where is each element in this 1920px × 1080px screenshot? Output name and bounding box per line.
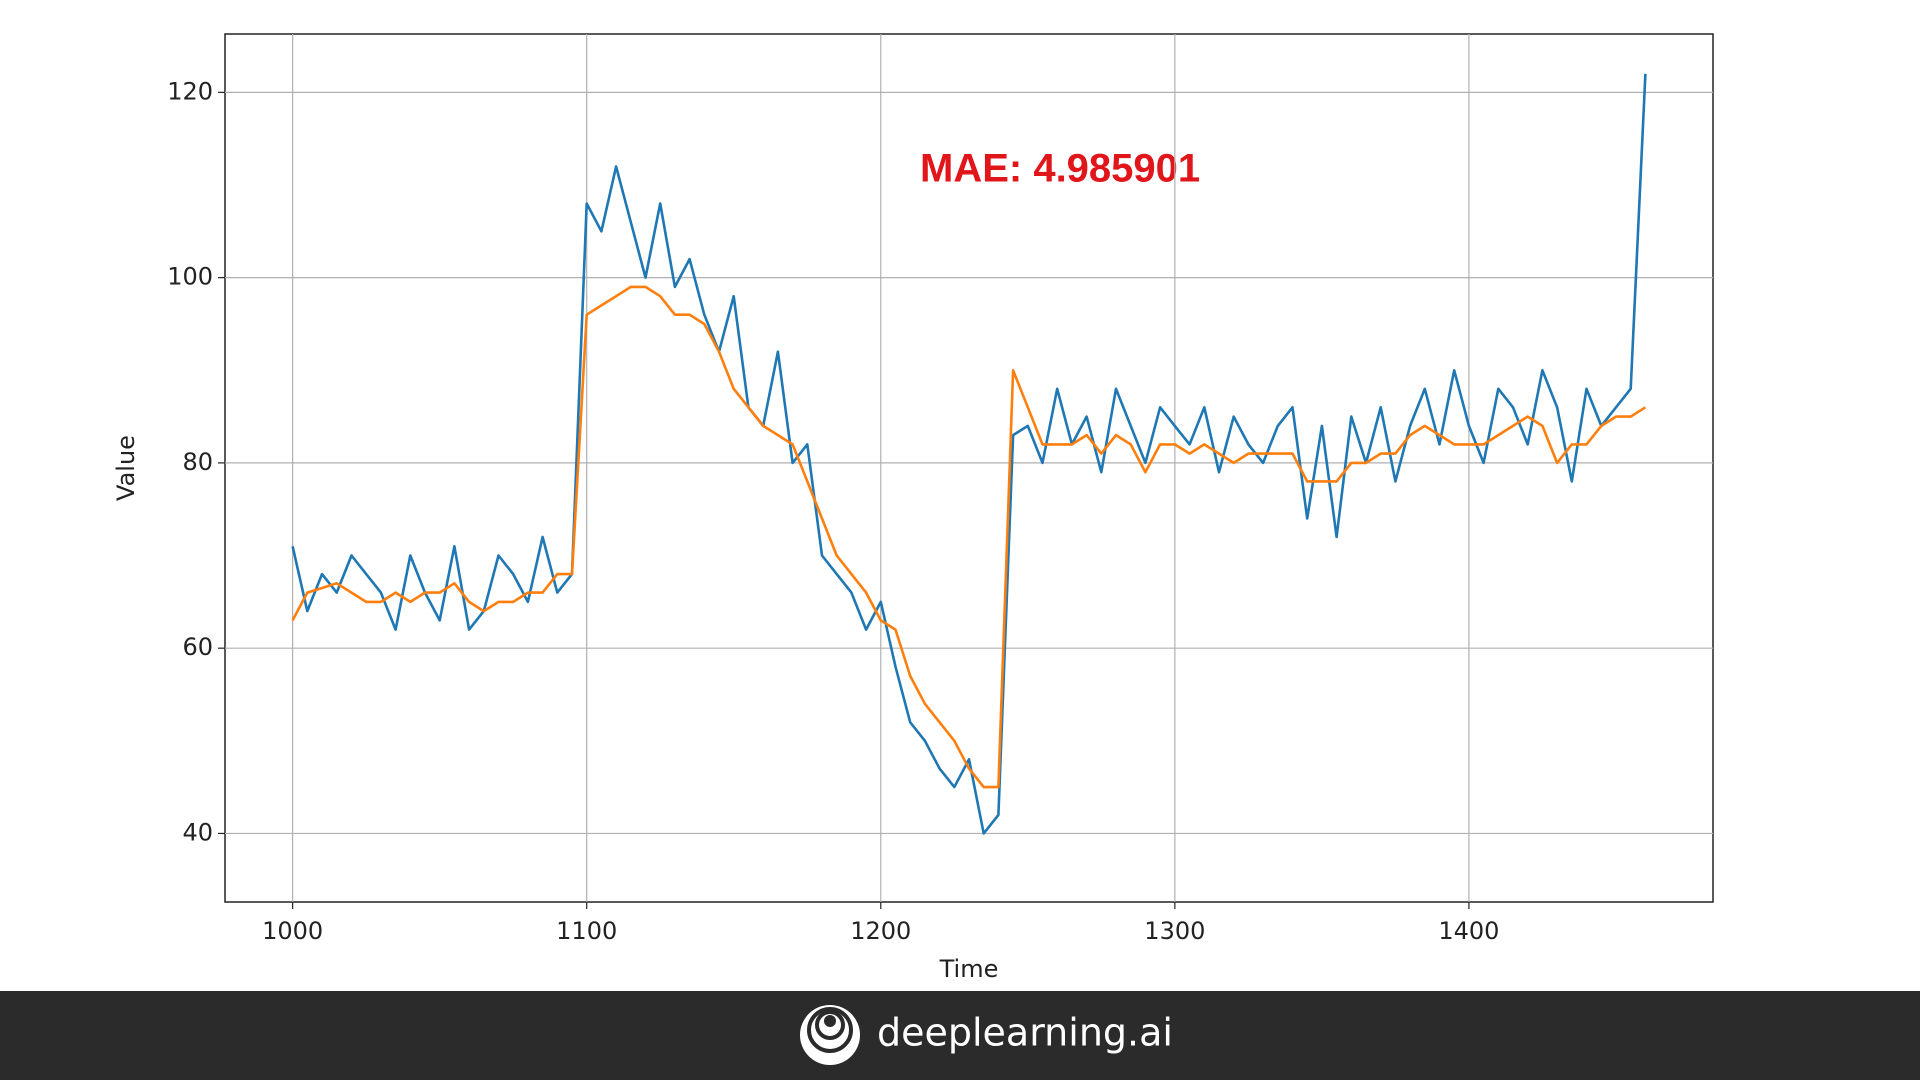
x-axis-label: Time [939,955,999,983]
y-axis-label: Value [112,435,140,501]
brand: deeplearning.ai [877,1011,1173,1055]
y-tick-label: 60 [182,633,213,661]
x-tick-label: 1200 [850,917,911,945]
x-tick-label: 1300 [1144,917,1205,945]
y-tick-label: 40 [182,818,213,846]
series-line [291,285,1647,789]
annotation: MAE: 4.985901 [920,147,1200,191]
plot-frame [224,33,1714,903]
y-tick-label: 80 [182,448,213,476]
footer-bar [0,991,1920,1080]
logo [800,1005,860,1065]
x-tick-label: 1000 [262,917,323,945]
y-tick-label: 100 [167,263,213,291]
series-line [291,73,1647,835]
x-tick-label: 1100 [556,917,617,945]
y-tick-label: 120 [167,77,213,105]
x-tick-label: 1400 [1438,917,1499,945]
